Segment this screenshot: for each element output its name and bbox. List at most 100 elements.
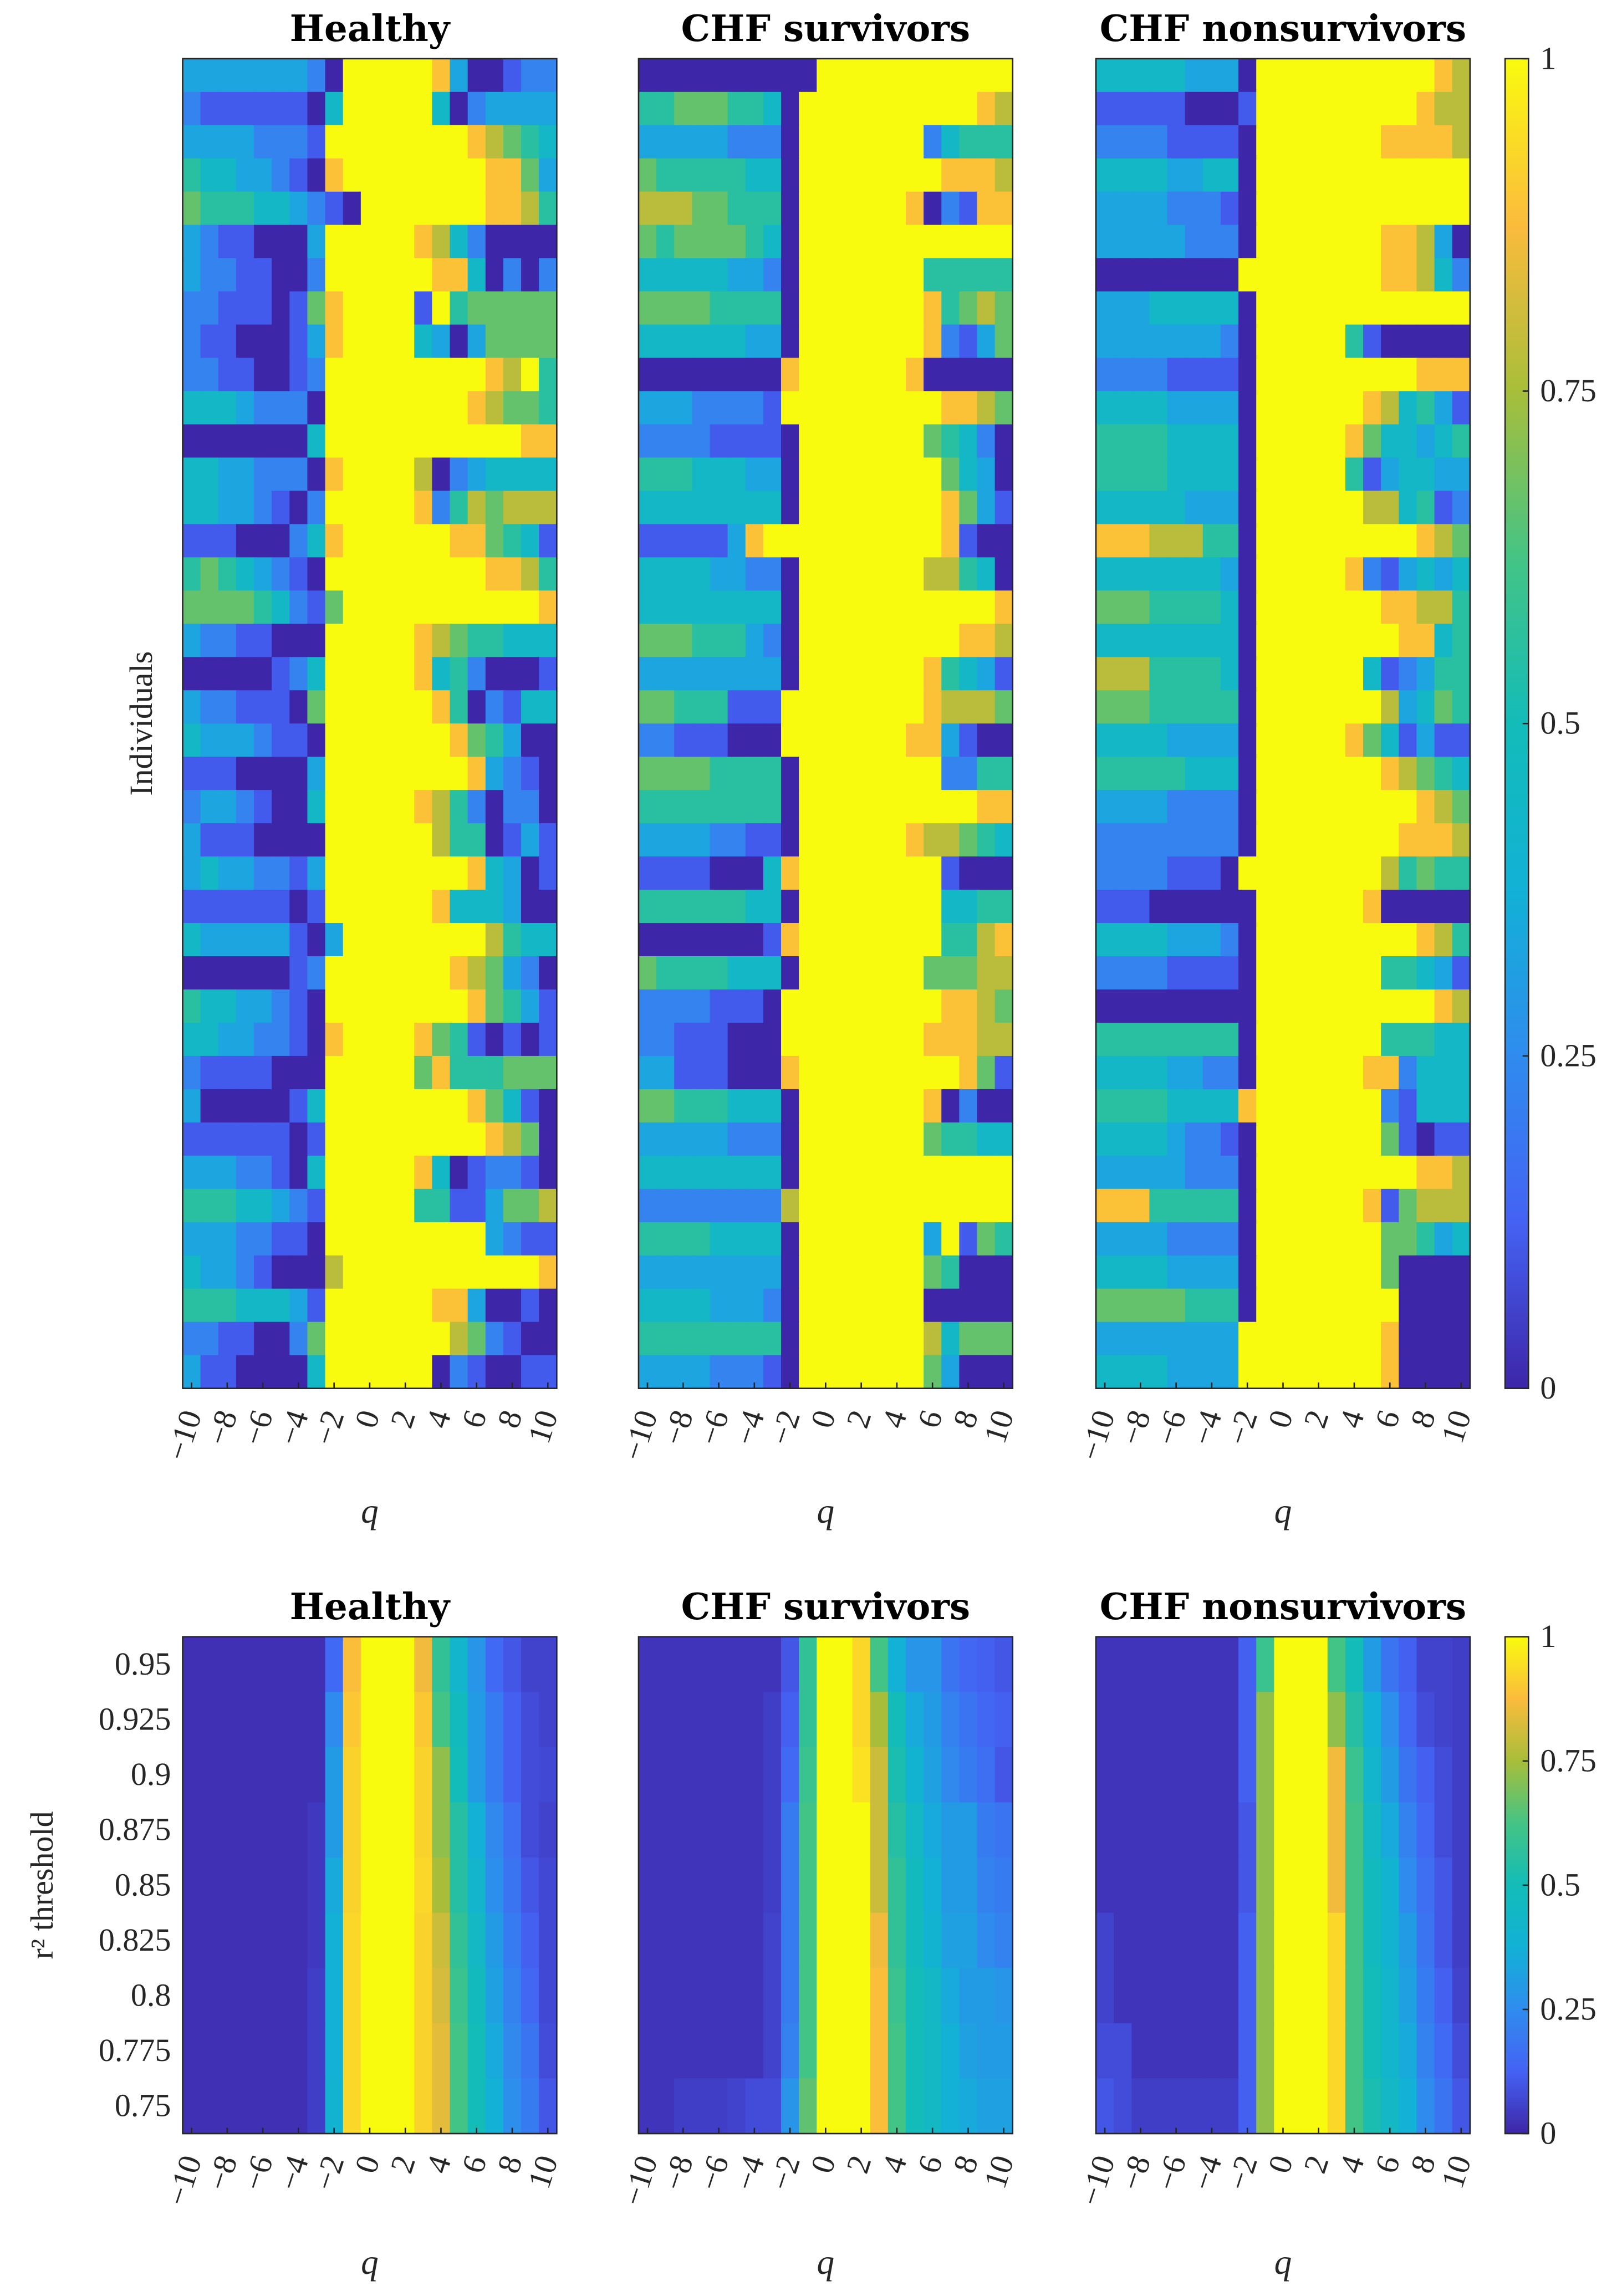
heatmap-cell — [692, 1692, 711, 1748]
heatmap-cell — [870, 1692, 889, 1748]
heatmap-cell — [1238, 158, 1257, 192]
heatmap-cell — [1256, 125, 1275, 159]
heatmap-cell — [638, 2023, 657, 2079]
heatmap-cell — [941, 1055, 960, 1090]
heatmap-cell — [1416, 1188, 1435, 1223]
heatmap-cell — [539, 557, 558, 591]
heatmap-cell — [710, 1747, 728, 1803]
heatmap-cell — [1149, 91, 1168, 126]
heatmap-cell — [1167, 923, 1186, 957]
heatmap-cell — [1416, 989, 1435, 1024]
heatmap-cell — [1292, 1802, 1310, 1859]
heatmap-cell — [325, 457, 344, 492]
heatmap-cell — [1416, 590, 1435, 625]
heatmap-cell — [781, 1255, 800, 1289]
heatmap-cell — [200, 590, 219, 625]
heatmap-cell — [924, 757, 942, 791]
heatmap-cell — [656, 657, 675, 691]
heatmap-cell — [1363, 2078, 1382, 2135]
heatmap-cell — [834, 91, 853, 126]
heatmap-cell — [1202, 1288, 1222, 1323]
x-tick-label: 6 — [910, 1406, 950, 1432]
heatmap-cell — [1167, 590, 1186, 625]
heatmap-cell — [432, 690, 451, 724]
heatmap-cell — [763, 923, 782, 957]
heatmap-cell — [887, 823, 907, 858]
heatmap-cell — [378, 723, 397, 758]
heatmap-cell — [432, 1022, 451, 1057]
heatmap-cell — [959, 1322, 978, 1356]
heatmap-cell — [521, 58, 540, 93]
heatmap-cell — [1327, 1222, 1346, 1256]
heatmap-cell — [1274, 757, 1293, 791]
heatmap-cell — [1238, 856, 1257, 891]
heatmap-cell — [656, 823, 675, 858]
heatmap-cell — [254, 2078, 273, 2135]
heatmap-cell — [905, 358, 925, 392]
heatmap-cell — [1381, 1022, 1400, 1057]
heatmap-cell — [941, 324, 960, 359]
heatmap-cell — [852, 590, 871, 625]
heatmap-cell — [1256, 790, 1275, 824]
heatmap-cell — [1381, 790, 1400, 824]
heatmap-cell — [1292, 125, 1310, 159]
heatmap-cell — [1399, 1222, 1417, 1256]
heatmap-cell — [467, 91, 486, 126]
heatmap-cell — [307, 557, 326, 591]
heatmap-cell — [1452, 258, 1471, 292]
heatmap-cell — [1399, 657, 1417, 691]
heatmap-cell — [539, 1022, 558, 1057]
heatmap-cell — [727, 1636, 746, 1693]
heatmap-cell — [656, 457, 675, 492]
heatmap-cell — [289, 1155, 308, 1190]
heatmap-cell — [1274, 690, 1293, 724]
heatmap-cell — [1292, 624, 1310, 658]
heatmap-cell — [485, 391, 504, 425]
heatmap-cell — [1114, 125, 1133, 159]
heatmap-cell — [1327, 624, 1346, 658]
heatmap-cell — [852, 1222, 871, 1256]
heatmap-cell — [870, 590, 889, 625]
heatmap-cell — [1096, 1255, 1115, 1289]
heatmap-cell — [1256, 590, 1275, 625]
heatmap-cell — [1131, 1692, 1150, 1748]
heatmap-cell — [1238, 2023, 1257, 2079]
heatmap-cell — [485, 989, 504, 1024]
heatmap-cell — [1452, 723, 1471, 758]
heatmap-cell — [852, 757, 871, 791]
heatmap-cell — [1131, 657, 1150, 691]
panel-title: Healthy — [290, 1585, 451, 1628]
heatmap-cell — [924, 723, 942, 758]
heatmap-cell — [289, 524, 308, 558]
heatmap-cell — [378, 391, 397, 425]
heatmap-cell — [200, 823, 219, 858]
heatmap-cell — [1309, 757, 1328, 791]
heatmap-cell — [218, 1912, 237, 1969]
heatmap-cell — [692, 424, 711, 458]
heatmap-cell — [1167, 2023, 1186, 2079]
heatmap-cell — [1256, 923, 1275, 957]
heatmap-cell — [272, 1692, 290, 1748]
heatmap-cell — [521, 358, 540, 392]
heatmap-cell — [343, 923, 361, 957]
heatmap-cell — [503, 1188, 522, 1223]
heatmap-cell — [200, 424, 219, 458]
heatmap-cell — [905, 657, 925, 691]
x-axis-label: q — [361, 2243, 379, 2282]
heatmap-cell — [450, 956, 468, 991]
heatmap-cell — [325, 1155, 344, 1190]
heatmap-cell — [289, 1089, 308, 1123]
heatmap-cell — [539, 1222, 558, 1256]
heatmap-cell — [674, 1802, 693, 1859]
heatmap-cell — [254, 890, 273, 924]
heatmap-cell — [396, 258, 415, 292]
heatmap-cell — [1363, 1322, 1382, 1356]
heatmap-cell — [799, 125, 818, 159]
heatmap-cell — [503, 823, 522, 858]
heatmap-cell — [959, 823, 978, 858]
heatmap-cell — [638, 890, 657, 924]
heatmap-cell — [692, 1022, 711, 1057]
heatmap-cell — [977, 1968, 996, 2024]
heatmap-cell — [852, 1692, 871, 1748]
heatmap-cell — [656, 923, 675, 957]
